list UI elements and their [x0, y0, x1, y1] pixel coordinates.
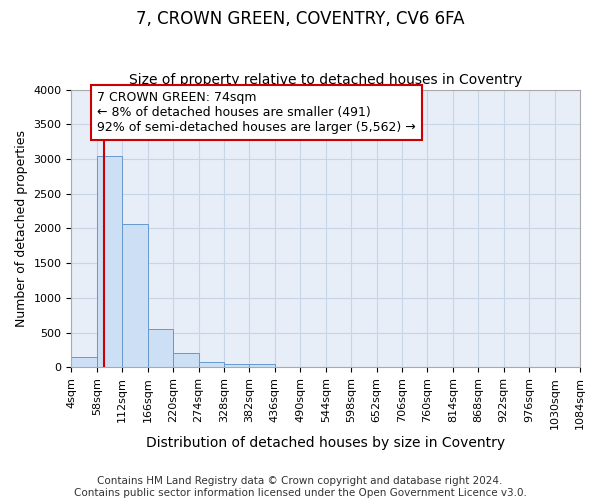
X-axis label: Distribution of detached houses by size in Coventry: Distribution of detached houses by size … — [146, 436, 505, 450]
Bar — [71, 357, 97, 368]
Text: 7 CROWN GREEN: 74sqm
← 8% of detached houses are smaller (491)
92% of semi-detac: 7 CROWN GREEN: 74sqm ← 8% of detached ho… — [97, 91, 416, 134]
Bar — [224, 364, 250, 368]
Title: Size of property relative to detached houses in Coventry: Size of property relative to detached ho… — [129, 73, 523, 87]
Bar — [199, 362, 224, 368]
Text: Contains HM Land Registry data © Crown copyright and database right 2024.
Contai: Contains HM Land Registry data © Crown c… — [74, 476, 526, 498]
Bar — [250, 364, 275, 368]
Bar — [97, 156, 122, 368]
Bar — [148, 329, 173, 368]
Y-axis label: Number of detached properties: Number of detached properties — [15, 130, 28, 327]
Bar — [122, 224, 148, 368]
Text: 7, CROWN GREEN, COVENTRY, CV6 6FA: 7, CROWN GREEN, COVENTRY, CV6 6FA — [136, 10, 464, 28]
Bar — [173, 353, 199, 368]
